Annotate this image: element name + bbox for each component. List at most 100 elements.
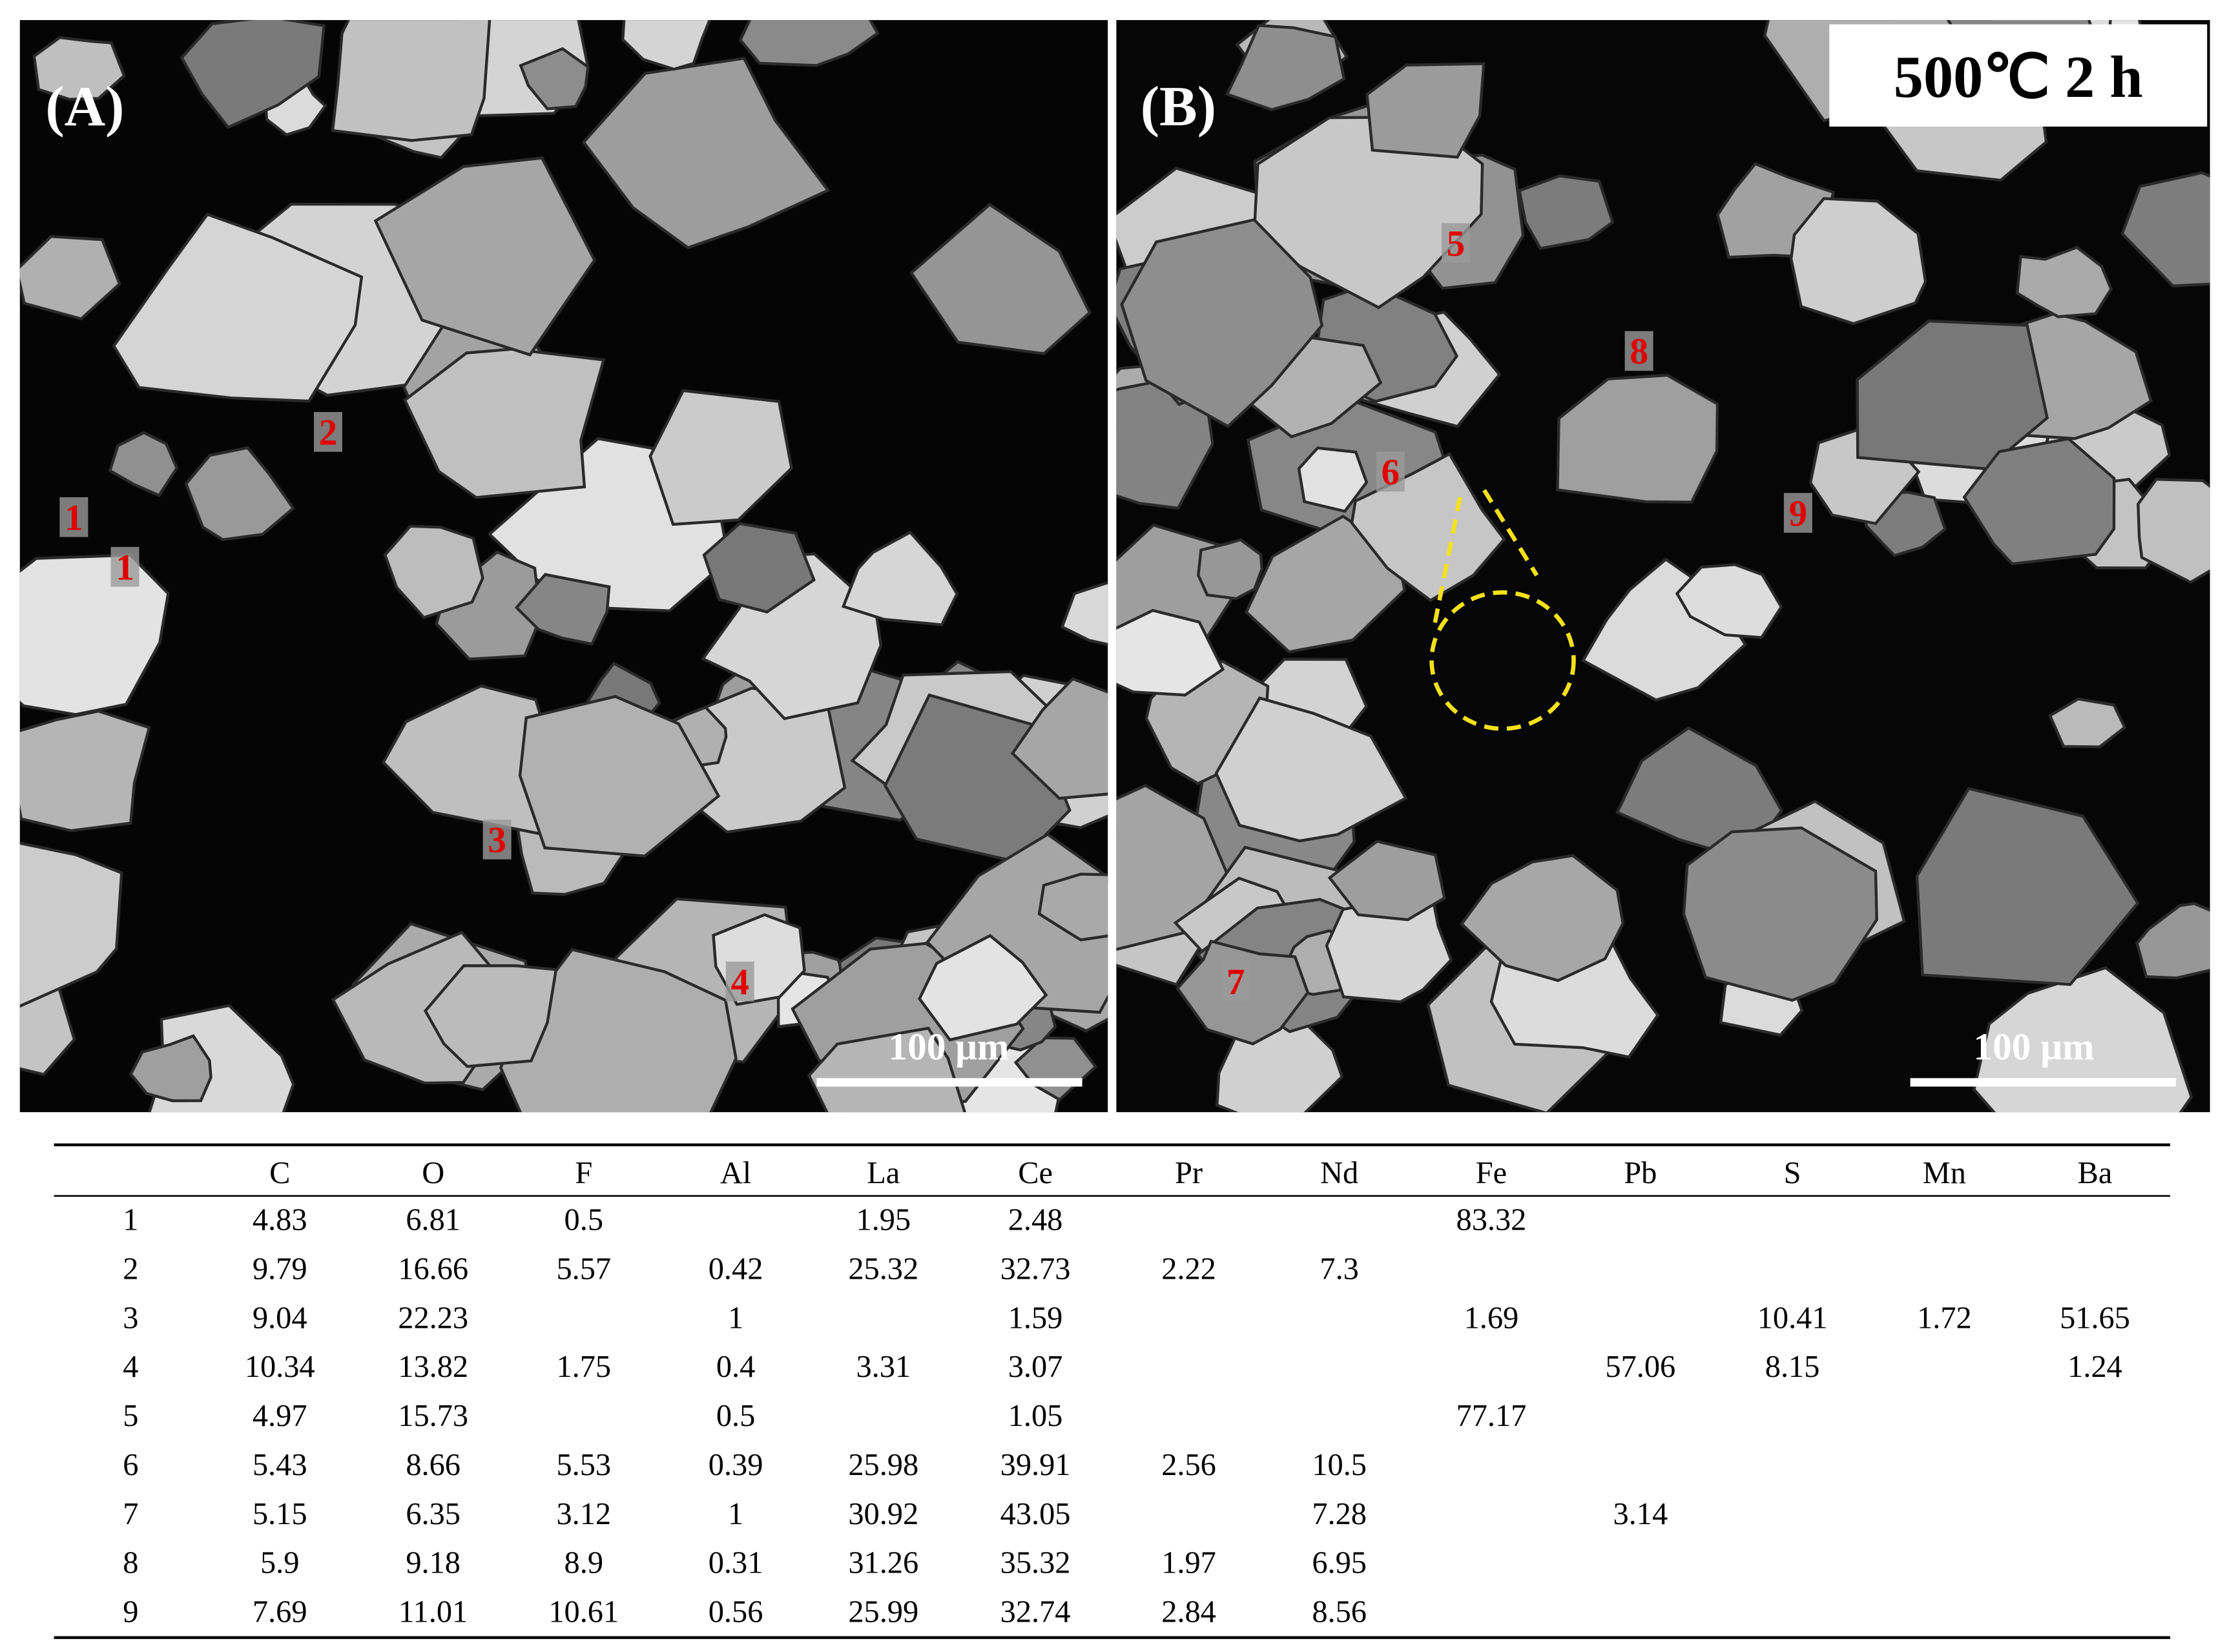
table-cell: 8 xyxy=(123,1546,138,1580)
table-cell: 77.17 xyxy=(1456,1399,1527,1433)
particle xyxy=(108,431,179,497)
table-cell: 1.59 xyxy=(1008,1301,1063,1335)
table-cell: 25.32 xyxy=(848,1252,918,1286)
marker-label: 3 xyxy=(488,820,506,861)
table-cell: 22.23 xyxy=(398,1301,468,1335)
particle xyxy=(841,530,959,626)
table-header: La xyxy=(867,1156,900,1190)
particle xyxy=(1962,437,2116,566)
particle xyxy=(581,56,831,250)
particle xyxy=(1060,581,1108,646)
table-cell: 8.9 xyxy=(565,1546,603,1580)
table-cell: 1 xyxy=(728,1497,743,1531)
marker-box xyxy=(725,962,754,1002)
table-cell: 1.75 xyxy=(556,1350,611,1384)
table-cell: 39.91 xyxy=(1000,1448,1071,1482)
table-cell: 43.05 xyxy=(1000,1497,1071,1531)
particle xyxy=(702,522,816,614)
marker-label: 1 xyxy=(116,547,134,588)
particle xyxy=(1214,696,1408,843)
table-cell: 4 xyxy=(123,1350,138,1384)
highlight-circle xyxy=(1429,590,1576,731)
table-header: Mn xyxy=(1923,1156,1966,1190)
particle xyxy=(2135,902,2210,980)
table-cell: 0.5 xyxy=(565,1203,603,1237)
table-cell: 11.01 xyxy=(399,1595,468,1629)
particle xyxy=(112,212,364,403)
table-header: Nd xyxy=(1320,1156,1358,1190)
table-cell: 32.74 xyxy=(1000,1595,1071,1629)
table-cell: 10.5 xyxy=(1312,1448,1367,1482)
particle xyxy=(1517,174,1615,251)
table-cell: 5 xyxy=(123,1399,138,1433)
particle xyxy=(1116,608,1225,697)
marker-label: 4 xyxy=(730,962,749,1003)
particle xyxy=(519,47,590,110)
panel-label: (B) xyxy=(1141,76,1216,138)
table-cell: 3 xyxy=(123,1301,138,1335)
table-cell: 8.56 xyxy=(1312,1595,1367,1629)
particle xyxy=(1225,24,1346,112)
marker-label: 8 xyxy=(1630,331,1648,372)
table-cell: 3.07 xyxy=(1008,1350,1063,1384)
marker-label: 5 xyxy=(1447,223,1466,264)
table: C O F Al La Ce Pr Nd Fe Pb S Mn Ba 1 4.83 6.81 0.5 1.95 2.… xyxy=(54,1143,2171,1639)
table-cell: 1.05 xyxy=(1008,1399,1063,1433)
table-cell: 1.72 xyxy=(1917,1301,1972,1335)
table-cell: 15.73 xyxy=(398,1399,468,1433)
table-cell: 1.24 xyxy=(2067,1350,2122,1384)
table-cell: 1 xyxy=(123,1203,138,1237)
table-cell: 3.12 xyxy=(556,1497,611,1531)
table-cell: 0.31 xyxy=(709,1546,763,1580)
pointer-line xyxy=(1482,489,1539,577)
table-cell: 8.66 xyxy=(406,1448,461,1482)
table-cell: 1 xyxy=(728,1301,743,1335)
marker-label: 1 xyxy=(65,498,83,539)
table-cell: 6 xyxy=(123,1448,138,1482)
particle xyxy=(514,573,611,646)
table-header: Fe xyxy=(1476,1156,1507,1190)
table-cell: 0.4 xyxy=(716,1350,755,1384)
particle xyxy=(19,841,123,1008)
particle xyxy=(1915,787,2140,986)
particle xyxy=(32,36,126,101)
table-cell: 4.83 xyxy=(253,1203,307,1237)
table-cell: 83.32 xyxy=(1456,1203,1527,1237)
table-cell: 9 xyxy=(123,1595,138,1629)
table-header: Al xyxy=(720,1156,751,1190)
marker-label: 7 xyxy=(1227,962,1245,1003)
table-header: O xyxy=(422,1156,444,1190)
table-cell: 57.06 xyxy=(1605,1350,1675,1384)
particle xyxy=(1556,373,1719,504)
particle xyxy=(1197,538,1264,601)
table-cell: 5.57 xyxy=(556,1252,611,1286)
table-header: F xyxy=(575,1156,592,1190)
particle xyxy=(331,20,492,142)
scale-bar-label: 100 μm xyxy=(1973,1026,2094,1068)
table-cell: 25.99 xyxy=(848,1595,918,1629)
table-cell: 16.66 xyxy=(398,1252,468,1286)
table-cell: 0.42 xyxy=(709,1252,763,1286)
table-cell: 5.53 xyxy=(556,1448,611,1482)
marker-box xyxy=(1783,493,1812,533)
marker-label: 6 xyxy=(1382,452,1400,493)
particle xyxy=(1297,446,1369,513)
marker-box xyxy=(1441,223,1470,263)
table-cell: 8.15 xyxy=(1765,1350,1820,1384)
particle xyxy=(1789,197,1927,325)
particle xyxy=(381,684,558,836)
table-cell: 2.48 xyxy=(1008,1203,1063,1237)
table-cell: 25.98 xyxy=(848,1448,918,1482)
table-cell: 9.79 xyxy=(253,1252,307,1286)
particle xyxy=(19,234,121,321)
table-cell: 5.15 xyxy=(253,1497,307,1531)
table-cell: 6.95 xyxy=(1312,1546,1367,1580)
particle xyxy=(19,709,151,832)
particle xyxy=(2015,245,2113,318)
table-cell: 9.04 xyxy=(253,1301,307,1335)
table-header: Ce xyxy=(1018,1156,1053,1190)
overlay: (A) (B) 500℃ 2 h 100 μm 100 μm 11 2 3 4 5 8 6 9… xyxy=(45,24,2208,1087)
particle xyxy=(738,20,880,67)
